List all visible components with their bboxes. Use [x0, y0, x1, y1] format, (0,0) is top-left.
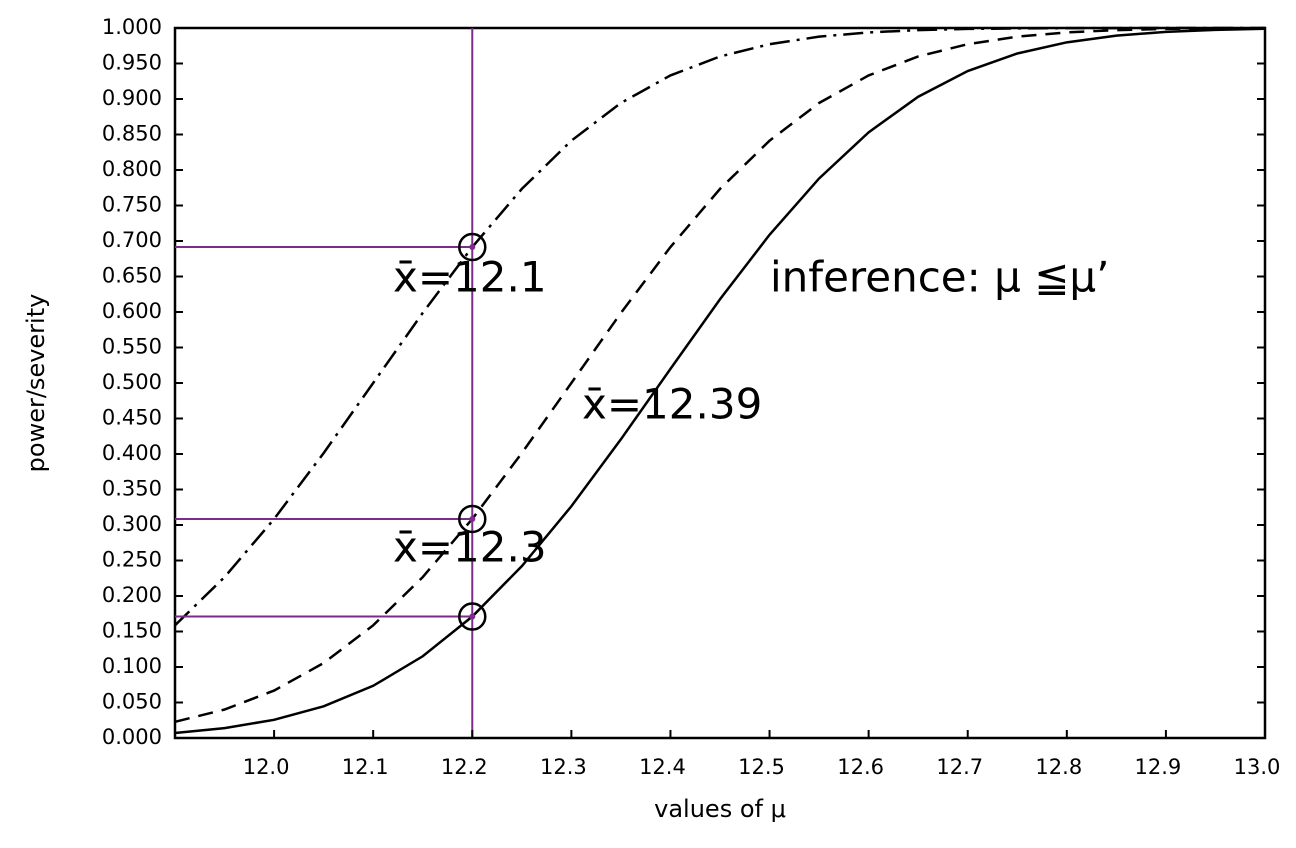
y-tick-label: 0.250	[102, 548, 162, 572]
line-series	[174, 26, 1266, 724]
y-tick-label: 0.800	[102, 157, 162, 181]
x-tick-label: 12.8	[1035, 755, 1082, 779]
y-tick-label: 0.750	[102, 193, 162, 217]
annotation: x̄=12.39	[582, 380, 762, 429]
y-tick-label: 0.700	[102, 228, 162, 252]
line-series	[174, 27, 1266, 735]
x-axis-label: values of μ	[654, 795, 786, 823]
y-tick-label: 0.150	[102, 619, 162, 643]
x-tick-label: 12.5	[738, 755, 785, 779]
highlight-point	[469, 613, 476, 620]
annotation: x̄=12.1	[393, 253, 547, 302]
y-tick-label: 0.550	[102, 335, 162, 359]
plot-area	[174, 26, 1266, 738]
y-tick-label: 0.950	[102, 51, 162, 75]
y-tick-label: 0.400	[102, 441, 162, 465]
highlight-circle	[458, 504, 487, 534]
x-tick-label: 12.4	[639, 755, 686, 779]
highlight-point	[469, 515, 476, 522]
y-tick-label: 0.450	[102, 406, 162, 430]
x-tick-label: 12.0	[243, 755, 290, 779]
y-tick-label: 0.300	[102, 512, 162, 536]
line-series	[174, 26, 1265, 627]
annotation: x̄=12.3	[393, 523, 547, 572]
highlight-circle	[458, 602, 487, 631]
y-tick-label: 0.050	[102, 690, 162, 714]
y-tick-label: 0.900	[102, 86, 162, 110]
x-tick-label: 13.0	[1234, 755, 1281, 779]
x-tick-label: 12.6	[837, 755, 884, 779]
y-tick-label: 0.200	[102, 583, 162, 607]
x-tick-label: 12.7	[936, 755, 983, 779]
annotation: inference: μ ≦μ’	[770, 253, 1110, 302]
x-tick-label: 12.3	[540, 755, 587, 779]
y-tick-label: 0.000	[102, 725, 162, 749]
highlight-circle	[458, 232, 487, 262]
y-tick-label: 0.600	[102, 299, 162, 323]
y-tick-label: 0.650	[102, 264, 162, 288]
x-tick-label: 12.1	[342, 755, 389, 779]
y-tick-label: 0.500	[102, 370, 162, 394]
y-axis-label: power/severity	[22, 294, 50, 473]
x-tick-label: 12.2	[441, 755, 488, 779]
y-tick-label: 0.850	[102, 122, 162, 146]
highlight-point	[469, 244, 476, 251]
y-tick-label: 0.100	[102, 654, 162, 678]
x-tick-label: 12.9	[1135, 755, 1182, 779]
y-tick-label: 1.000	[102, 15, 162, 39]
y-tick-label: 0.350	[102, 477, 162, 501]
